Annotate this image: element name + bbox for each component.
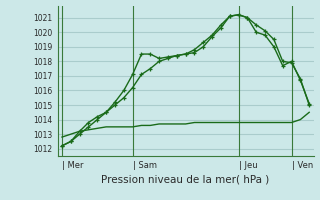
X-axis label: Pression niveau de la mer( hPa ): Pression niveau de la mer( hPa ) xyxy=(101,174,270,184)
